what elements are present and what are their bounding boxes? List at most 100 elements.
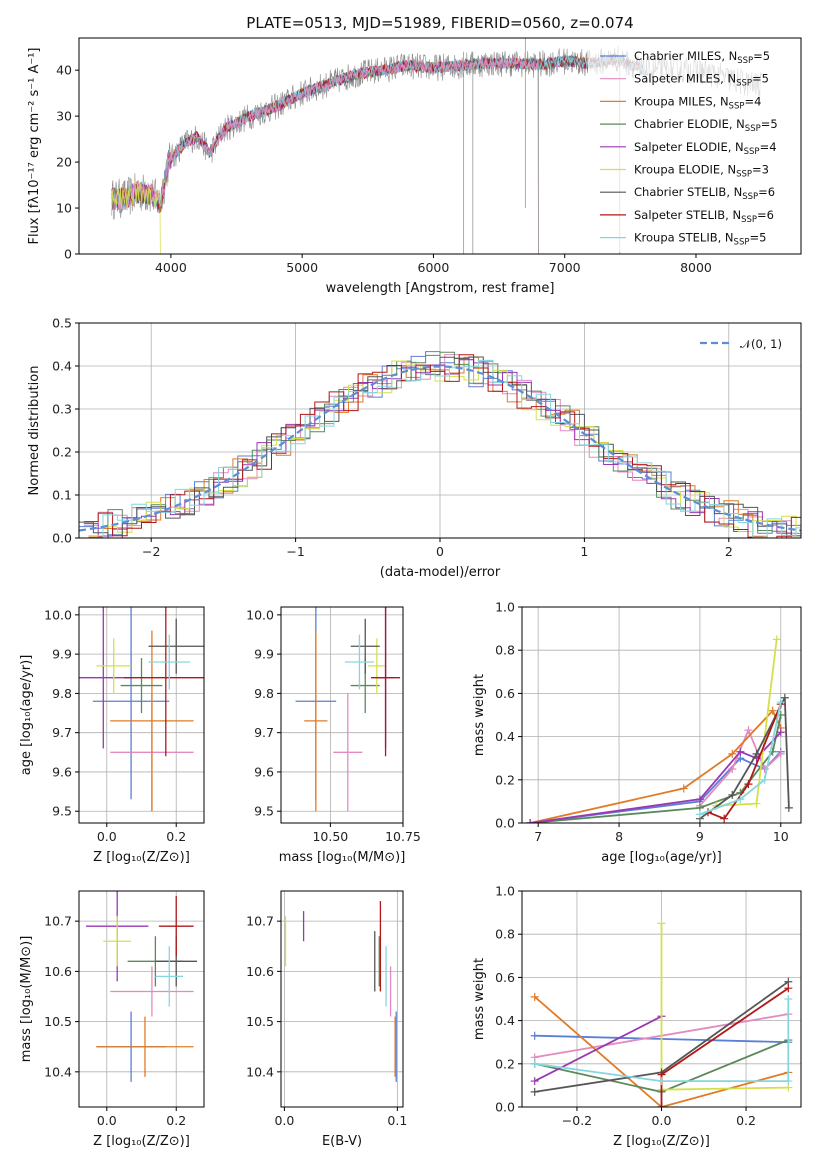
legend-label-sub: SSP [737, 56, 753, 66]
legend-label-name: Salpeter STELIB, N [634, 208, 741, 222]
spectrum-panel: 4000 5000 6000 7000 8000 0 10 20 30 40 wavelength … [27, 37, 802, 296]
mass_vs_Z-xtick-label: 0.0 [97, 1113, 117, 1128]
legend-label: Chabrier MILES, NSSP=5 [634, 49, 770, 66]
age_vs_Z-panel: 0.0 0.2 9.5 9.6 9.7 9.8 9.9 10.0 Z [log₁₀(Z/Z⊙)]… [19, 606, 205, 865]
mass-weight-marker [530, 1031, 539, 1040]
age_vs_mass-ytick-label: 9.9 [254, 647, 274, 662]
mass-weight-marker [530, 1077, 539, 1086]
mass_vs_ebv-ytick-label: 10.5 [246, 1014, 274, 1029]
residuals-x-axis-label: (data-model)/error [380, 565, 501, 580]
weight_vs_age-xtick-label: 8 [615, 829, 623, 844]
mass-weight-line [534, 999, 790, 1082]
age_vs_Z-ytick-label: 9.7 [52, 725, 72, 740]
spectrum-ytick-label: 0 [64, 247, 72, 262]
spectrum-ytick-label: 30 [56, 109, 72, 124]
mass-weight-marker [752, 749, 761, 758]
mass-weight-marker [728, 765, 737, 773]
legend-label: Kroupa MILES, NSSP=4 [634, 94, 761, 111]
legend-label-name: Chabrier MILES, N [634, 49, 737, 63]
weight_vs_age-ytick-label: 0.6 [495, 686, 515, 701]
mass-weight-line [699, 701, 782, 816]
spectrum-xtick-label: 4000 [155, 260, 187, 275]
age_vs_mass-ytick-label: 9.6 [254, 764, 274, 779]
residuals-ytick-label: 0.0 [52, 531, 72, 546]
mass_vs_Z-ytick-label: 10.6 [44, 964, 72, 979]
mass_vs_ebv-ytick-label: 10.7 [246, 914, 274, 929]
residuals-ytick-label: 0.1 [52, 488, 72, 503]
legend-label-sub: SSP [744, 147, 760, 157]
mass-weight-marker [772, 635, 781, 644]
weight_vs_age-axes-frame [521, 606, 802, 824]
legend-label: Chabrier STELIB, NSSP=6 [634, 185, 775, 202]
residuals-ytick-label: 0.3 [52, 402, 72, 417]
mass_vs_ebv-x-axis-label: E(B-V) [322, 1134, 362, 1149]
weight_vs_age-xtick-label: 10 [773, 829, 789, 844]
mass-weight-marker [776, 749, 785, 758]
weight_vs_Z-y-axis-label: mass weight [472, 958, 487, 1040]
age_vs_mass-x-axis-label: mass [log₁₀(M/M⊙)] [279, 850, 406, 865]
mass-weight-marker [784, 984, 793, 993]
mass_vs_Z-y-axis-label: mass [log₁₀(M/M⊙)] [19, 936, 34, 1063]
age_vs_Z-y-axis-label: age [log₁₀(age/yr)] [19, 655, 34, 776]
mass_vs_ebv-xtick-label: 0.1 [387, 1113, 407, 1128]
spectrum-xtick-label: 5000 [286, 260, 318, 275]
legend-label: Chabrier ELODIE, NSSP=5 [634, 117, 778, 134]
weight_vs_Z-ytick-label: 1.0 [495, 884, 515, 899]
residual-histogram-step [83, 354, 801, 538]
age_vs_Z-x-axis-label: Z [log₁₀(Z/Z⊙)] [93, 850, 190, 865]
legend-label-count: =3 [752, 163, 769, 177]
residual-legend: 𝒩(0, 1) [700, 337, 782, 351]
mass_vs_Z-x-axis-label: Z [log₁₀(Z/Z⊙)] [93, 1134, 190, 1149]
mass_vs_Z-ytick-label: 10.7 [44, 914, 72, 929]
mass_vs_Z-plot-area [85, 891, 198, 1082]
mass-weight-marker [657, 919, 666, 928]
weight_vs_Z-xtick-label: 0.0 [652, 1113, 672, 1128]
legend-label-sub: SSP [742, 192, 758, 202]
legend-label-count: =4 [744, 94, 761, 108]
legend-label-count: =6 [757, 208, 774, 222]
age_vs_mass-xtick-label: 10.50 [312, 829, 348, 844]
residuals-xtick-label: −1 [286, 544, 304, 559]
mass-weight-marker [728, 790, 737, 799]
mass-weight-marker [752, 799, 761, 808]
spectrum-model-line [111, 54, 621, 254]
mass-weight-marker [530, 1059, 539, 1068]
mass-weight-marker [720, 814, 729, 823]
normal-reference-curve [79, 365, 801, 532]
mass-weight-marker [736, 795, 745, 804]
age_vs_Z-ytick-label: 10.0 [44, 607, 72, 622]
legend-label-count: =5 [749, 231, 766, 245]
weight_vs_age-ytick-label: 0.4 [495, 729, 515, 744]
age_vs_Z-ytick-label: 9.6 [52, 764, 72, 779]
mass-weight-marker [784, 803, 793, 812]
spectrum-ytick-label: 10 [56, 201, 72, 216]
spectrum-x-axis-label: wavelength [Angstrom, rest frame] [326, 281, 555, 296]
residuals-plot-area [79, 351, 801, 538]
age_vs_mass-xtick-label: 10.75 [385, 829, 421, 844]
mass-weight-marker [657, 1077, 666, 1086]
age_vs_mass-panel: 10.50 10.75 9.5 9.6 9.7 9.8 9.9 10.0 mass [log₁₀… [246, 606, 421, 865]
mass-weight-marker [736, 747, 745, 756]
mass_vs_Z-axes-frame [78, 890, 205, 1108]
mass-weight-marker [776, 698, 785, 707]
mass-weight-marker [784, 995, 793, 1003]
mass_vs_ebv-panel: 0.0 0.1 10.4 10.5 10.6 10.7 E(B-V) [246, 890, 407, 1149]
weight_vs_age-xtick-label: 9 [696, 829, 704, 844]
spectrum-model-line [111, 54, 633, 212]
spectrum-xtick-label: 7000 [549, 260, 581, 275]
mass-weight-marker [744, 726, 753, 735]
weight_vs_Z-ytick-label: 0.8 [495, 927, 515, 942]
mass-weight-marker [526, 819, 535, 823]
mass_vs_ebv-ytick-label: 10.4 [246, 1064, 274, 1079]
mass-weight-marker [784, 1077, 793, 1086]
residuals-xtick-label: −2 [142, 544, 160, 559]
legend-label-count: =5 [752, 72, 769, 86]
residuals-panel: −2 −1 0 1 2 0.0 0.1 0.2 0.3 0.4 0.5 (data-model)/er… [27, 316, 802, 580]
age_vs_mass-ytick-label: 9.7 [254, 725, 274, 740]
mass-weight-line [534, 996, 789, 1107]
mass-weight-marker [768, 706, 777, 715]
weight_vs_age-ytick-label: 0.2 [495, 772, 515, 787]
legend-label-name: Chabrier STELIB, N [634, 185, 742, 199]
spectrum-model-line [111, 181, 161, 254]
